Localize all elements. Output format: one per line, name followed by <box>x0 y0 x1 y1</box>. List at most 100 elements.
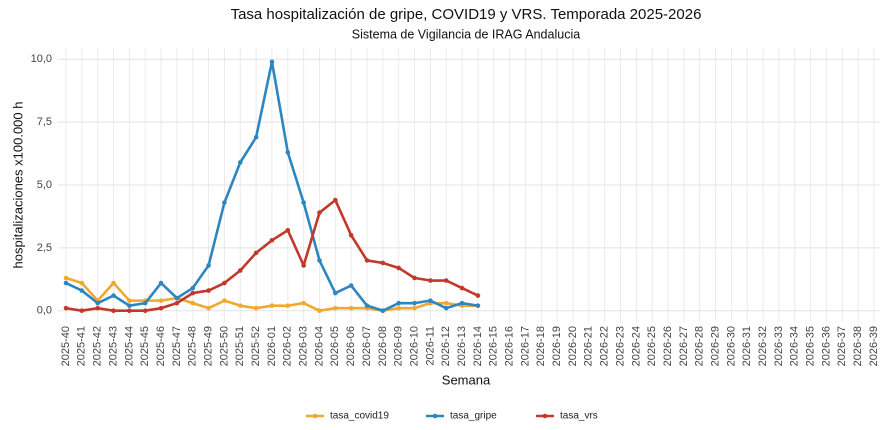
series-point <box>127 308 132 313</box>
series-point <box>428 278 433 283</box>
x-tick-label: 2026-14 <box>472 326 484 366</box>
x-tick-label: 2026-23 <box>614 326 626 366</box>
x-axis-label: Semana <box>442 372 491 387</box>
series-point <box>317 308 322 313</box>
x-tick-label: 2025-52 <box>250 326 262 366</box>
x-tick-label: 2026-10 <box>408 326 420 366</box>
x-tick-label: 2026-35 <box>805 326 817 366</box>
x-tick-label: 2025-48 <box>187 326 199 366</box>
series-point <box>475 293 481 298</box>
series-point <box>142 308 148 313</box>
x-tick-label: 2026-11 <box>424 326 436 366</box>
series-point <box>253 134 259 140</box>
series-point <box>79 280 85 286</box>
legend-swatch <box>312 413 318 419</box>
series-point <box>111 308 116 313</box>
x-tick-label: 2026-09 <box>393 326 405 366</box>
y-tick-label: 7,5 <box>37 116 52 128</box>
legend-label: tasa_covid19 <box>330 411 389 422</box>
series-point <box>253 250 259 256</box>
series-point <box>190 285 196 291</box>
x-tick-label: 2026-19 <box>551 326 563 366</box>
series-point <box>190 300 196 306</box>
x-tick-label: 2026-17 <box>519 326 531 366</box>
series-point <box>111 293 116 298</box>
series-point <box>333 290 338 296</box>
x-tick-label: 2026-36 <box>820 326 832 366</box>
y-tick-label: 2,5 <box>37 242 52 254</box>
x-tick-label: 2026-34 <box>789 326 801 366</box>
series-point <box>459 285 465 291</box>
series-point <box>396 300 402 306</box>
series-point <box>443 300 449 306</box>
x-tick-label: 2026-28 <box>694 326 706 366</box>
series-point <box>412 300 417 306</box>
series-point <box>206 305 211 311</box>
series-point <box>380 260 386 266</box>
x-tick-label: 2026-12 <box>440 326 452 366</box>
series-point <box>317 210 322 215</box>
y-tick-label: 5,0 <box>37 179 52 191</box>
x-tick-label: 2026-29 <box>709 326 721 366</box>
series-point <box>111 280 116 286</box>
x-tick-label: 2026-06 <box>345 326 357 366</box>
series-point <box>412 305 417 311</box>
x-tick-label: 2025-43 <box>107 326 119 366</box>
x-tick-label: 2026-27 <box>678 326 690 366</box>
series-point <box>158 305 164 311</box>
series-point <box>63 305 69 311</box>
series-point <box>269 59 275 65</box>
x-tick-label: 2026-07 <box>361 326 373 366</box>
x-tick-label: 2026-22 <box>599 326 611 366</box>
x-tick-label: 2026-05 <box>329 326 341 366</box>
series-point <box>301 263 306 268</box>
series-point <box>285 303 291 308</box>
x-tick-label: 2026-30 <box>725 326 737 366</box>
series-point <box>459 300 465 306</box>
series-point <box>63 275 69 281</box>
series-point <box>301 200 306 205</box>
series-point <box>158 298 164 303</box>
series-point <box>95 305 100 311</box>
series-point <box>285 227 291 233</box>
x-tick-label: 2026-31 <box>741 326 753 366</box>
x-tick-label: 2025-50 <box>218 326 230 366</box>
chart-title: Tasa hospitalización de gripe, COVID19 y… <box>231 6 702 23</box>
series-point <box>190 290 196 296</box>
x-tick-label: 2025-41 <box>76 326 88 366</box>
x-tick-label: 2025-42 <box>92 326 104 366</box>
x-tick-label: 2026-02 <box>282 326 294 366</box>
series-point <box>206 288 211 293</box>
y-tick-label: 0,0 <box>37 305 52 317</box>
legend-swatch <box>432 413 438 419</box>
series-point <box>301 300 306 306</box>
series-point <box>237 268 243 273</box>
legend-label: tasa_vrs <box>560 411 598 422</box>
x-tick-label: 2025-47 <box>171 326 183 366</box>
series-point <box>333 197 338 203</box>
series-point <box>237 303 243 308</box>
series-point <box>428 298 433 303</box>
series-point <box>206 263 211 268</box>
x-tick-label: 2026-26 <box>662 326 674 366</box>
series-point <box>95 300 100 306</box>
series-point <box>348 283 354 288</box>
series-point <box>222 298 227 303</box>
series-point <box>237 160 243 165</box>
series-point <box>333 305 338 311</box>
x-tick-label: 2026-16 <box>504 326 516 366</box>
x-tick-label: 2025-45 <box>139 326 151 366</box>
legend-swatch <box>542 413 548 419</box>
series-point <box>174 300 180 306</box>
x-tick-label: 2026-15 <box>488 326 500 366</box>
series-point <box>475 303 481 308</box>
x-tick-label: 2026-04 <box>313 326 325 366</box>
series-point <box>412 275 417 281</box>
series-point <box>364 258 370 263</box>
x-tick-label: 2025-51 <box>234 326 246 366</box>
series-point <box>269 238 275 243</box>
series-point <box>79 308 85 313</box>
series-point <box>63 280 69 286</box>
x-tick-label: 2026-25 <box>646 326 658 366</box>
